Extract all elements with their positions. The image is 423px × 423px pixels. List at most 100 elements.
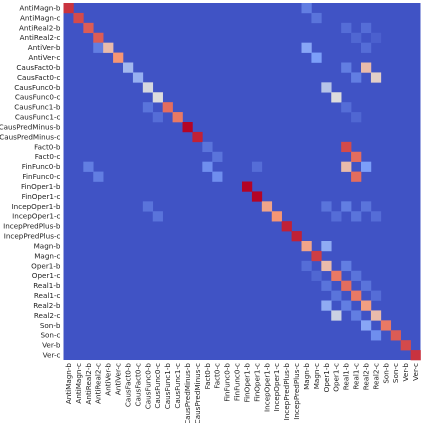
y-tick-label: CausFact0-b: [16, 63, 61, 72]
y-tick-label: Oper1-c: [32, 271, 61, 280]
y-tick-label: IncepPredPlus-b: [3, 222, 61, 231]
heatmap-cell: [341, 201, 352, 212]
y-tick-label: Oper1-b: [31, 261, 61, 270]
heatmap-cell: [351, 32, 362, 43]
heatmap-cell: [93, 32, 104, 43]
x-tick-label: Fact0-b: [203, 363, 212, 390]
heatmap-cell: [73, 12, 84, 24]
heatmap-cell: [291, 231, 302, 242]
heatmap-cell: [361, 62, 372, 73]
y-tick-label: AntiMagn-c: [20, 13, 61, 22]
y-tick-label: AntiReal2-b: [19, 23, 61, 32]
y-tick-label: FinOper1-c: [22, 192, 61, 201]
x-tick-label: IncepPredPlus-c: [292, 363, 301, 420]
heatmap-cell: [83, 22, 94, 34]
x-tick-label: Real1-c: [352, 363, 361, 390]
heatmap-cell: [242, 181, 253, 192]
y-tick-label: CausPredMinus-b: [0, 122, 61, 131]
y-tick-label: Son-b: [40, 321, 61, 330]
heatmap-cell: [351, 72, 362, 83]
y-tick-labels: AntiMagn-bAntiMagn-cAntiReal2-bAntiReal2…: [0, 3, 61, 359]
heatmap-cell: [311, 270, 322, 281]
heatmap-cell: [251, 191, 263, 202]
heatmap-cell: [331, 92, 342, 103]
heatmap-cell: [351, 171, 362, 182]
y-tick-label: AntiVer-b: [28, 43, 61, 52]
heatmap-cell: [341, 62, 352, 73]
heatmap-cell: [103, 42, 114, 53]
heatmap-cell: [321, 201, 332, 212]
heatmap-cell: [152, 112, 163, 123]
heatmap-cell: [331, 290, 342, 301]
heatmap-cell: [370, 72, 382, 83]
y-tick-label: Son-c: [40, 331, 60, 340]
y-tick-label: CausFunc0-b: [14, 83, 61, 92]
heatmap-cell: [351, 151, 362, 162]
heatmap-cell: [341, 161, 352, 172]
y-tick-label: Fact0-b: [34, 142, 61, 151]
x-tick-label: Magn-b: [302, 363, 311, 390]
heatmap-cell: [321, 280, 332, 291]
heatmap-cell: [351, 290, 362, 301]
x-tick-label: Magn-c: [312, 363, 321, 389]
x-tick-label: CausFunc0-c: [153, 363, 162, 409]
x-tick-label: Oper1-b: [322, 363, 331, 393]
y-tick-label: FinFunc0-b: [22, 162, 61, 171]
heatmap-cell: [311, 250, 322, 262]
x-tick-label: Real1-b: [342, 363, 351, 391]
x-tick-label: Son-b: [381, 363, 390, 384]
x-tick-label: Real2-c: [371, 363, 380, 390]
x-tick-label: CausPredMinus-b: [183, 363, 192, 423]
heatmap-cell: [182, 122, 193, 133]
x-tick-label: CausFunc1-b: [163, 363, 172, 410]
heatmap-cell: [162, 102, 173, 113]
heatmap-cell: [321, 241, 332, 252]
heatmap-cell: [251, 161, 263, 172]
heatmap-cell: [113, 52, 124, 63]
heatmap-cell: [152, 92, 163, 103]
y-tick-label: FinOper1-b: [21, 182, 61, 191]
x-tick-label: CausFunc0-b: [143, 363, 152, 410]
heatmap-cell: [212, 151, 223, 162]
y-tick-label: Fact0-c: [35, 152, 61, 161]
heatmap-cell: [370, 330, 382, 341]
heatmap-cell: [192, 131, 203, 143]
x-tick-label: CausFunc1-c: [173, 363, 182, 409]
heatmap-cell: [390, 330, 401, 341]
heatmap-cells: [63, 3, 421, 361]
x-tick-label: FinFunc0-b: [223, 363, 232, 402]
y-tick-label: Real1-c: [34, 291, 61, 300]
heatmap-cell: [361, 22, 372, 34]
x-tick-labels: AntiMagn-b AntiMagn-c AntiReal2-b AntiReal2…: [64, 363, 420, 423]
heatmap-cell: [361, 42, 372, 53]
heatmap-cell: [370, 211, 382, 222]
heatmap-cell: [321, 82, 332, 93]
x-tick-label: AntiVer-c: [114, 363, 123, 395]
x-tick-label: FinOper1-c: [252, 363, 261, 402]
heatmap-cell: [212, 171, 223, 182]
heatmap-cell: [172, 112, 183, 123]
x-tick-label: IncepOper1-b: [262, 363, 271, 412]
y-tick-label: FinFunc0-c: [22, 172, 60, 181]
heatmap-cell: [202, 141, 213, 153]
y-tick-label: AntiMagn-b: [19, 3, 61, 12]
heatmap-cell: [261, 201, 273, 212]
y-tick-label: Real1-b: [33, 281, 61, 290]
heatmap-cell: [63, 3, 74, 14]
heatmap-cell: [281, 221, 292, 232]
heatmap-cell: [341, 141, 352, 153]
y-tick-label: Ver-b: [42, 341, 61, 350]
heatmap-cell: [142, 102, 154, 113]
heatmap-cell: [361, 201, 372, 212]
x-tick-label: FinFunc0-c: [233, 363, 242, 401]
heatmap-cell: [93, 42, 104, 53]
heatmap-cell: [93, 171, 104, 182]
heatmap-cell: [271, 211, 282, 222]
y-tick-label: AntiVer-c: [28, 53, 60, 62]
x-tick-label: CausFact0-b: [123, 363, 132, 408]
x-tick-label: AntiMagn-c: [74, 363, 83, 404]
heatmap-cell: [321, 300, 332, 311]
heatmap-cell: [351, 310, 362, 321]
y-tick-label: CausPredMinus-c: [0, 132, 61, 141]
